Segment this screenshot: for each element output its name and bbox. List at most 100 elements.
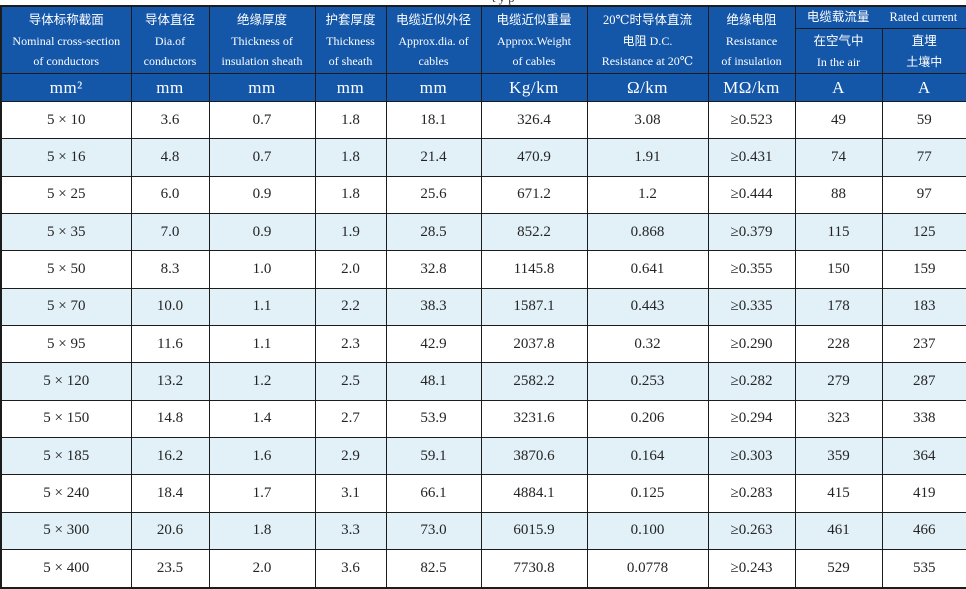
table-row: 5 × 300 20.6 1.8 3.3 73.0 6015.9 0.100 ≥0.263 46… (0, 511, 966, 550)
table-cell: 1.0 (208, 250, 316, 289)
row-label-cell: 5 × 95 (0, 324, 132, 364)
table-cell: 3231.6 (480, 399, 588, 438)
header-line: In the air (816, 54, 861, 69)
column-header-conductor-diameter: 导体直径 Dia.of conductors (130, 5, 210, 74)
table-header: 导体标称截面 Nominal cross-section of conducto… (0, 5, 966, 102)
table-cell: 23.5 (130, 548, 210, 589)
table-cell: 21.4 (385, 138, 482, 177)
table-cell: 1.1 (208, 287, 316, 326)
table-cell: 1.4 (208, 399, 316, 438)
table-cell: 82.5 (385, 548, 482, 589)
table-row: 5 × 16 4.8 0.7 1.8 21.4 470.9 1.91 ≥0.431 74 77 (0, 138, 966, 177)
table-cell: 42.9 (385, 324, 482, 364)
column-header-dc-resistance: 20℃时导体直流 电阻 D.C. Resistance at 20℃ (586, 5, 709, 74)
row-label-cell: 5 × 10 (0, 100, 132, 140)
column-header-buried: 直埋 土壤中 (881, 28, 966, 74)
unit-cell: A (881, 73, 966, 102)
table-cell: 18.1 (385, 100, 482, 140)
table-cell: 535 (881, 548, 966, 589)
table-cell: 20.6 (130, 511, 210, 550)
table-cell: 279 (794, 362, 883, 401)
table-cell: 0.9 (208, 212, 316, 252)
table-cell: ≥0.303 (707, 436, 796, 476)
table-cell: 0.32 (586, 324, 709, 364)
header-line: Thickness of (231, 33, 293, 48)
table-cell: ≥0.444 (707, 175, 796, 214)
header-line: Approx.dia. of (398, 33, 469, 48)
header-line: 导体直径 (144, 12, 195, 27)
table-cell: 2.0 (208, 548, 316, 589)
table-cell: 11.6 (130, 324, 210, 364)
row-label-cell: 5 × 150 (0, 399, 132, 438)
header-line: 导体标称截面 (28, 12, 104, 27)
table-cell: ≥0.283 (707, 474, 796, 513)
table-cell: 4884.1 (480, 474, 588, 513)
header-line: 土壤中 (906, 54, 943, 69)
column-header-in-the-air: 在空气中 In the air (794, 28, 883, 74)
table-cell: 53.9 (385, 399, 482, 438)
table-cell: ≥0.523 (707, 100, 796, 140)
table-cell: 2.5 (314, 362, 387, 401)
table-row: 5 × 185 16.2 1.6 2.9 59.1 3870.6 0.164 ≥0.303 35… (0, 436, 966, 476)
unit-cell: mm (314, 73, 387, 102)
column-header-approx-diameter: 电缆近似外径 Approx.dia. of cables (385, 5, 482, 74)
table-cell: ≥0.355 (707, 250, 796, 289)
header-line: 绝缘电阻 (726, 12, 777, 27)
table-cell: 2.7 (314, 399, 387, 438)
table-cell: 18.4 (130, 474, 210, 513)
header-line: 护套厚度 (325, 12, 376, 27)
header-line: cables (418, 53, 449, 68)
table-row: 5 × 25 6.0 0.9 1.8 25.6 671.2 1.2 ≥0.444 88 97 (0, 175, 966, 214)
table-cell: 1145.8 (480, 250, 588, 289)
table-cell: 3.6 (130, 100, 210, 140)
table-body: 5 × 10 3.6 0.7 1.8 18.1 326.4 3.08 ≥0.523 49 59 5 … (0, 100, 966, 589)
row-label-cell: 5 × 185 (0, 436, 132, 476)
column-header-insulation-thickness: 绝缘厚度 Thickness of insulation sheath (208, 5, 316, 74)
header-line: of insulation (721, 53, 782, 68)
table-row: 5 × 150 14.8 1.4 2.7 53.9 3231.6 0.206 ≥0.294 32… (0, 399, 966, 438)
header-line: of cables (512, 53, 556, 68)
table-cell: 115 (794, 212, 883, 252)
table-cell: 2.0 (314, 250, 387, 289)
table-cell: 237 (881, 324, 966, 364)
unit-cell: mm² (0, 73, 132, 102)
header-line: 在空气中 (813, 33, 864, 48)
table-cell: 1.2 (208, 362, 316, 401)
table-cell: 529 (794, 548, 883, 589)
table-cell: 7730.8 (480, 548, 588, 589)
table-cell: 466 (881, 511, 966, 550)
header-line: Thickness (326, 33, 375, 48)
table-cell: 323 (794, 399, 883, 438)
unit-cell: Ω/km (586, 73, 709, 102)
table-cell: 0.0778 (586, 548, 709, 589)
table-cell: 3.08 (586, 100, 709, 140)
table-cell: 461 (794, 511, 883, 550)
table-row: 5 × 10 3.6 0.7 1.8 18.1 326.4 3.08 ≥0.523 49 59 (0, 100, 966, 140)
table-cell: 2.3 (314, 324, 387, 364)
table-cell: 1.6 (208, 436, 316, 476)
table-cell: 419 (881, 474, 966, 513)
table-cell: ≥0.290 (707, 324, 796, 364)
table-cell: 3.6 (314, 548, 387, 589)
table-cell: 28.5 (385, 212, 482, 252)
table-cell: 338 (881, 399, 966, 438)
table-cell: 0.868 (586, 212, 709, 252)
row-label-cell: 5 × 16 (0, 138, 132, 177)
table-cell: 3.1 (314, 474, 387, 513)
table-cell: 49 (794, 100, 883, 140)
table-cell: 2.9 (314, 436, 387, 476)
table-cell: 6.0 (130, 175, 210, 214)
table-cell: 32.8 (385, 250, 482, 289)
table-cell: 0.641 (586, 250, 709, 289)
table-cell: 77 (881, 138, 966, 177)
table-cell: 10.0 (130, 287, 210, 326)
table-cell: 0.443 (586, 287, 709, 326)
table-cell: 3.3 (314, 511, 387, 550)
table-cell: 0.7 (208, 100, 316, 140)
header-line: 电阻 D.C. (622, 33, 673, 48)
table-cell: 159 (881, 250, 966, 289)
table-cell: 66.1 (385, 474, 482, 513)
header-line: Resistance at 20℃ (601, 53, 694, 68)
unit-cell: Kg/km (480, 73, 588, 102)
